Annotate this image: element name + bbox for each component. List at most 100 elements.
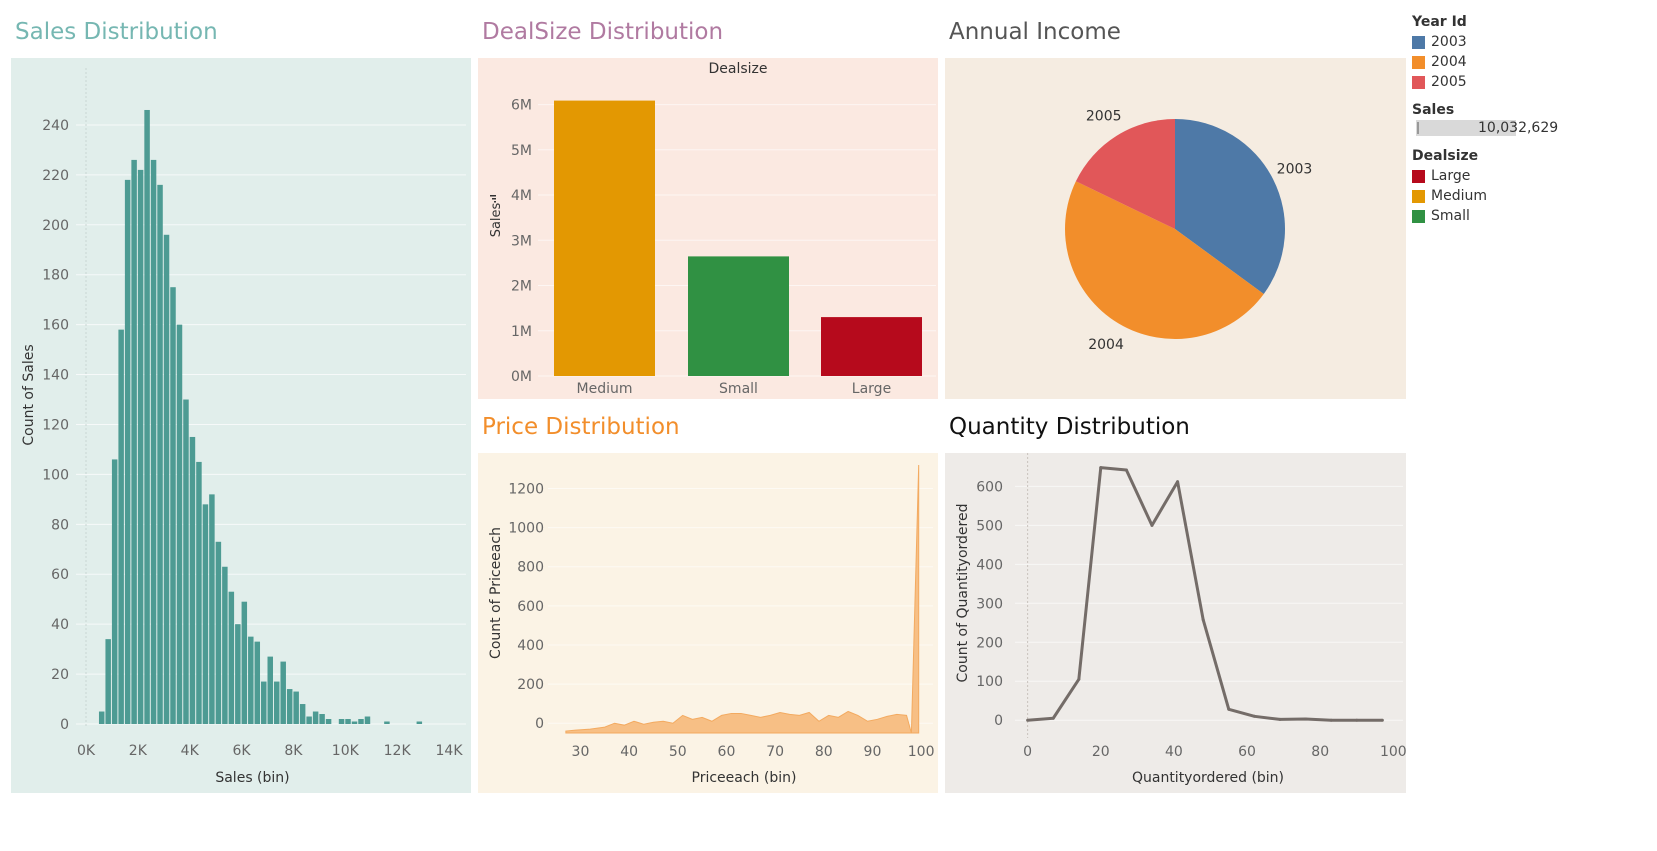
pie-label: 2005 bbox=[1086, 109, 1122, 125]
panel-background bbox=[478, 453, 938, 793]
dealsize-legend: Large Medium Small bbox=[1412, 166, 1652, 226]
bar-large bbox=[821, 317, 922, 376]
y-tick-label: 60 bbox=[51, 567, 69, 583]
y-tick-label: 80 bbox=[51, 517, 69, 533]
histogram-bar bbox=[98, 711, 105, 724]
x-category-label: Small bbox=[719, 381, 758, 397]
y-axis-label: Sales bbox=[489, 202, 504, 237]
histogram-bar bbox=[118, 329, 124, 724]
histogram-bar bbox=[358, 719, 364, 724]
data-point bbox=[1026, 718, 1030, 722]
histogram-bar bbox=[202, 504, 209, 724]
legend-swatch bbox=[1412, 169, 1425, 183]
y-tick-label: 300 bbox=[976, 596, 1003, 612]
y-tick-label: 240 bbox=[42, 118, 69, 134]
legend-swatch bbox=[1412, 75, 1425, 89]
y-tick-label: 4M bbox=[511, 188, 532, 204]
sort-icon bbox=[492, 198, 496, 200]
x-tick-label: 2K bbox=[129, 743, 148, 759]
legend-label: Large bbox=[1431, 168, 1471, 184]
histogram-bar bbox=[312, 711, 319, 724]
legend-label: 2004 bbox=[1431, 54, 1467, 70]
x-tick-label: 90 bbox=[864, 744, 882, 760]
x-category-label: Medium bbox=[577, 381, 633, 397]
x-tick-label: 100 bbox=[908, 744, 935, 760]
legend-swatch bbox=[1412, 209, 1425, 223]
data-point bbox=[1278, 717, 1282, 721]
histogram-bar bbox=[319, 714, 325, 724]
y-tick-label: 0 bbox=[60, 717, 69, 733]
y-tick-label: 200 bbox=[517, 677, 544, 693]
y-tick-label: 600 bbox=[976, 479, 1003, 495]
histogram-bar bbox=[345, 719, 351, 724]
y-tick-label: 400 bbox=[976, 557, 1003, 573]
x-axis-label: Sales (bin) bbox=[215, 770, 289, 786]
panel-background bbox=[945, 453, 1406, 793]
x-tick-label: 20 bbox=[1092, 744, 1110, 760]
dealsize-legend-item[interactable]: Medium bbox=[1412, 186, 1652, 206]
y-tick-label: 180 bbox=[42, 268, 69, 284]
y-tick-label: 200 bbox=[976, 635, 1003, 651]
histogram-bar bbox=[111, 459, 118, 724]
y-axis-label: Count of Quantityordered bbox=[955, 504, 971, 683]
histogram-bar bbox=[163, 234, 170, 724]
y-tick-label: 1200 bbox=[508, 481, 544, 497]
pie-label: 2004 bbox=[1088, 337, 1124, 353]
legend-label: 2003 bbox=[1431, 34, 1467, 50]
size-legend-tick bbox=[1417, 122, 1419, 134]
y-axis-label: Count of Priceeach bbox=[488, 527, 504, 659]
histogram-bar bbox=[124, 179, 131, 724]
histogram-bar bbox=[280, 661, 286, 724]
histogram-bar bbox=[137, 169, 144, 724]
x-tick-label: 0 bbox=[1023, 744, 1032, 760]
histogram-bar bbox=[189, 436, 196, 724]
y-tick-label: 400 bbox=[517, 638, 544, 654]
histogram-bar bbox=[215, 541, 222, 724]
year-legend-item[interactable]: 2004 bbox=[1412, 52, 1652, 72]
price-panel: 0 200 400 600 800 1000 1200 30 40 50 60 70 80 90 100 Pr… bbox=[478, 453, 938, 793]
dealsize-title: DealSize Distribution bbox=[482, 19, 724, 45]
x-tick-label: 0K bbox=[77, 743, 96, 759]
year-legend-item[interactable]: 2003 bbox=[1412, 32, 1652, 52]
pie-label: 2003 bbox=[1277, 161, 1313, 177]
y-tick-label: 100 bbox=[42, 467, 69, 483]
x-tick-label: 40 bbox=[1165, 744, 1183, 760]
x-axis-label: Quantityordered (bin) bbox=[1132, 770, 1284, 786]
x-tick-label: 50 bbox=[669, 744, 687, 760]
x-tick-label: 60 bbox=[718, 744, 736, 760]
year-legend-item[interactable]: 2005 bbox=[1412, 72, 1652, 92]
histogram-bar bbox=[150, 159, 157, 724]
x-tick-label: 30 bbox=[572, 744, 590, 760]
histogram-bar bbox=[183, 399, 189, 724]
pie-slice-2004 bbox=[1065, 181, 1264, 340]
histogram-bar bbox=[131, 159, 137, 724]
y-tick-label: 800 bbox=[517, 560, 544, 576]
x-tick-label: 80 bbox=[815, 744, 833, 760]
annual-panel: 2003 2004 2005 bbox=[945, 58, 1406, 399]
y-tick-label: 0 bbox=[535, 716, 544, 732]
histogram-bar bbox=[351, 721, 358, 724]
histogram-bar bbox=[306, 716, 312, 724]
x-tick-label: 100 bbox=[1380, 744, 1406, 760]
legend-swatch bbox=[1412, 35, 1425, 49]
quantity-panel: 0 100 200 300 400 500 600 0 20 40 60 80 100 Quantityo… bbox=[945, 453, 1407, 793]
x-tick-label: 6K bbox=[233, 743, 252, 759]
histogram-bar bbox=[261, 681, 267, 724]
y-tick-label: 0M bbox=[511, 369, 532, 385]
dealsize-legend-title: Dealsize bbox=[1412, 148, 1479, 164]
dealsize-legend-item[interactable]: Large bbox=[1412, 166, 1652, 186]
dealsize-legend-item[interactable]: Small bbox=[1412, 206, 1652, 226]
y-tick-label: 40 bbox=[51, 617, 69, 633]
x-tick-label: 60 bbox=[1238, 744, 1256, 760]
x-tick-label: 8K bbox=[284, 743, 303, 759]
sort-icon bbox=[490, 195, 496, 197]
x-tick-label: 12K bbox=[384, 743, 412, 759]
dealsize-bar-chart: Dealsize 0M 1M 2M 3M 4M 5M 6M Medium Small Large Sa… bbox=[478, 58, 938, 399]
annual-pie-chart: 2003 2004 2005 bbox=[945, 58, 1406, 399]
legend-label: Medium bbox=[1431, 188, 1487, 204]
data-point bbox=[1150, 523, 1154, 527]
sales-legend-title: Sales bbox=[1412, 102, 1455, 118]
histogram-bar bbox=[267, 656, 273, 724]
data-point bbox=[1077, 677, 1081, 681]
y-tick-label: 500 bbox=[976, 518, 1003, 534]
